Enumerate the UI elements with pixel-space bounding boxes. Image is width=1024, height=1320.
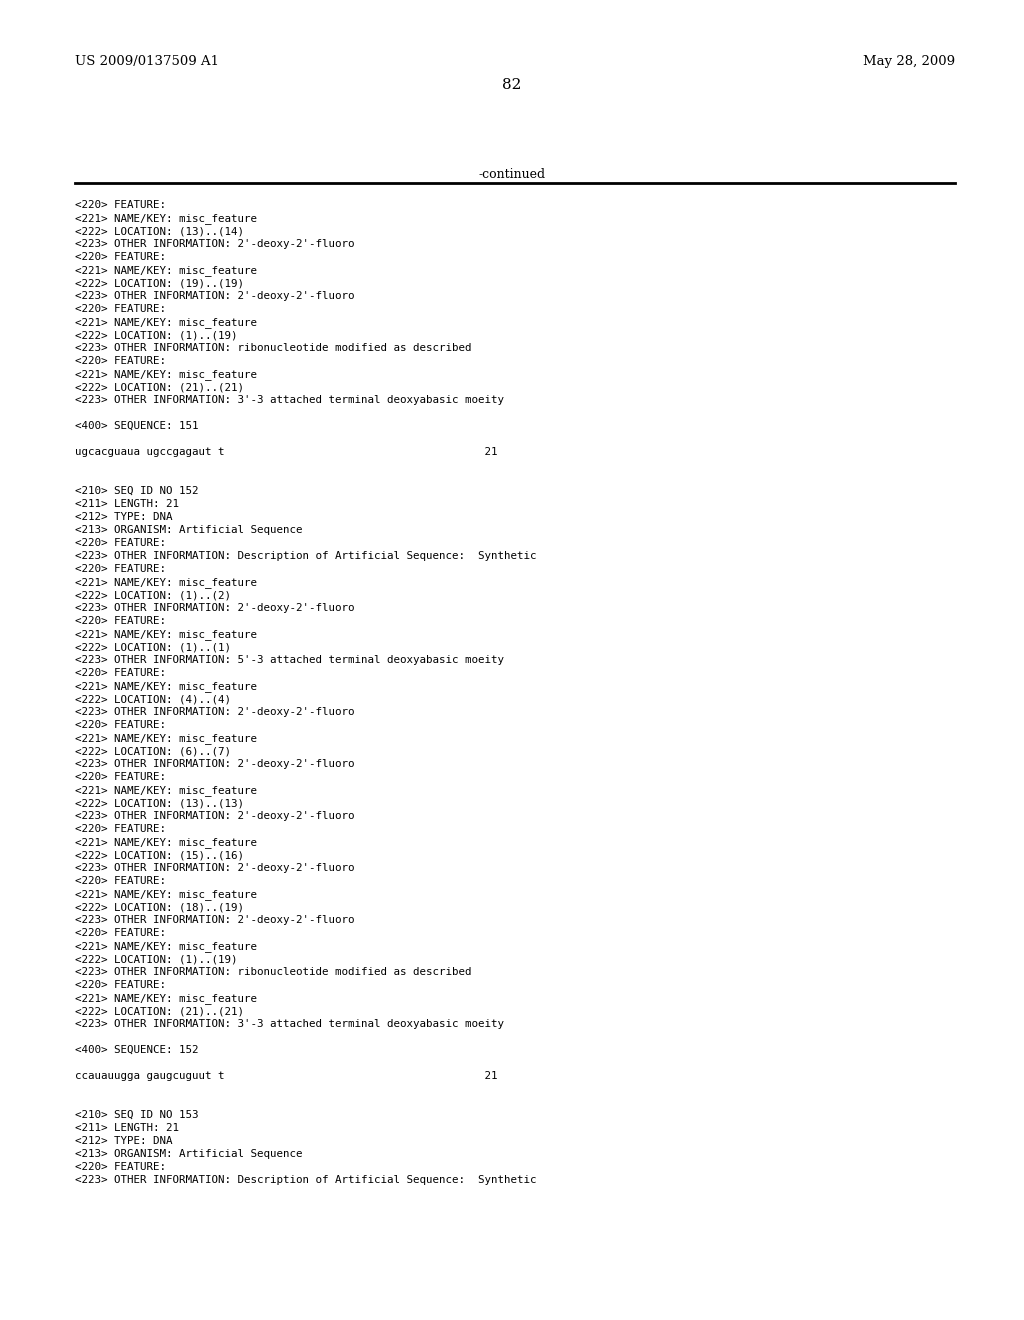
Text: <223> OTHER INFORMATION: 2'-deoxy-2'-fluoro: <223> OTHER INFORMATION: 2'-deoxy-2'-flu… (75, 603, 354, 612)
Text: <222> LOCATION: (1)..(19): <222> LOCATION: (1)..(19) (75, 954, 238, 964)
Text: <221> NAME/KEY: misc_feature: <221> NAME/KEY: misc_feature (75, 370, 257, 380)
Text: <213> ORGANISM: Artificial Sequence: <213> ORGANISM: Artificial Sequence (75, 525, 302, 535)
Text: <210> SEQ ID NO 152: <210> SEQ ID NO 152 (75, 486, 199, 496)
Text: <220> FEATURE:: <220> FEATURE: (75, 772, 166, 781)
Text: ccauauugga gaugcuguut t                                        21: ccauauugga gaugcuguut t 21 (75, 1071, 498, 1081)
Text: <220> FEATURE:: <220> FEATURE: (75, 979, 166, 990)
Text: <223> OTHER INFORMATION: ribonucleotide modified as described: <223> OTHER INFORMATION: ribonucleotide … (75, 343, 471, 352)
Text: <221> NAME/KEY: misc_feature: <221> NAME/KEY: misc_feature (75, 577, 257, 587)
Text: <210> SEQ ID NO 153: <210> SEQ ID NO 153 (75, 1110, 199, 1119)
Text: <222> LOCATION: (6)..(7): <222> LOCATION: (6)..(7) (75, 746, 231, 756)
Text: <211> LENGTH: 21: <211> LENGTH: 21 (75, 1123, 179, 1133)
Text: <222> LOCATION: (18)..(19): <222> LOCATION: (18)..(19) (75, 902, 244, 912)
Text: <220> FEATURE:: <220> FEATURE: (75, 356, 166, 366)
Text: <211> LENGTH: 21: <211> LENGTH: 21 (75, 499, 179, 510)
Text: <220> FEATURE:: <220> FEATURE: (75, 824, 166, 834)
Text: <221> NAME/KEY: misc_feature: <221> NAME/KEY: misc_feature (75, 941, 257, 952)
Text: <400> SEQUENCE: 151: <400> SEQUENCE: 151 (75, 421, 199, 432)
Text: <223> OTHER INFORMATION: ribonucleotide modified as described: <223> OTHER INFORMATION: ribonucleotide … (75, 968, 471, 977)
Text: <220> FEATURE:: <220> FEATURE: (75, 668, 166, 678)
Text: May 28, 2009: May 28, 2009 (863, 55, 955, 69)
Text: <223> OTHER INFORMATION: 2'-deoxy-2'-fluoro: <223> OTHER INFORMATION: 2'-deoxy-2'-flu… (75, 863, 354, 873)
Text: <223> OTHER INFORMATION: 2'-deoxy-2'-fluoro: <223> OTHER INFORMATION: 2'-deoxy-2'-flu… (75, 810, 354, 821)
Text: <221> NAME/KEY: misc_feature: <221> NAME/KEY: misc_feature (75, 681, 257, 692)
Text: <220> FEATURE:: <220> FEATURE: (75, 304, 166, 314)
Text: <223> OTHER INFORMATION: 3'-3 attached terminal deoxyabasic moeity: <223> OTHER INFORMATION: 3'-3 attached t… (75, 395, 504, 405)
Text: <223> OTHER INFORMATION: Description of Artificial Sequence:  Synthetic: <223> OTHER INFORMATION: Description of … (75, 1175, 537, 1185)
Text: <220> FEATURE:: <220> FEATURE: (75, 539, 166, 548)
Text: <221> NAME/KEY: misc_feature: <221> NAME/KEY: misc_feature (75, 265, 257, 276)
Text: <222> LOCATION: (1)..(19): <222> LOCATION: (1)..(19) (75, 330, 238, 341)
Text: <221> NAME/KEY: misc_feature: <221> NAME/KEY: misc_feature (75, 785, 257, 796)
Text: <223> OTHER INFORMATION: 2'-deoxy-2'-fluoro: <223> OTHER INFORMATION: 2'-deoxy-2'-flu… (75, 708, 354, 717)
Text: <400> SEQUENCE: 152: <400> SEQUENCE: 152 (75, 1045, 199, 1055)
Text: <223> OTHER INFORMATION: 5'-3 attached terminal deoxyabasic moeity: <223> OTHER INFORMATION: 5'-3 attached t… (75, 655, 504, 665)
Text: <221> NAME/KEY: misc_feature: <221> NAME/KEY: misc_feature (75, 213, 257, 224)
Text: <220> FEATURE:: <220> FEATURE: (75, 564, 166, 574)
Text: <221> NAME/KEY: misc_feature: <221> NAME/KEY: misc_feature (75, 888, 257, 900)
Text: <220> FEATURE:: <220> FEATURE: (75, 201, 166, 210)
Text: <223> OTHER INFORMATION: 2'-deoxy-2'-fluoro: <223> OTHER INFORMATION: 2'-deoxy-2'-flu… (75, 759, 354, 770)
Text: <223> OTHER INFORMATION: 2'-deoxy-2'-fluoro: <223> OTHER INFORMATION: 2'-deoxy-2'-flu… (75, 290, 354, 301)
Text: <221> NAME/KEY: misc_feature: <221> NAME/KEY: misc_feature (75, 837, 257, 847)
Text: <220> FEATURE:: <220> FEATURE: (75, 928, 166, 939)
Text: -continued: -continued (478, 168, 546, 181)
Text: <220> FEATURE:: <220> FEATURE: (75, 252, 166, 261)
Text: <220> FEATURE:: <220> FEATURE: (75, 876, 166, 886)
Text: <222> LOCATION: (21)..(21): <222> LOCATION: (21)..(21) (75, 381, 244, 392)
Text: <223> OTHER INFORMATION: 2'-deoxy-2'-fluoro: <223> OTHER INFORMATION: 2'-deoxy-2'-flu… (75, 239, 354, 249)
Text: <221> NAME/KEY: misc_feature: <221> NAME/KEY: misc_feature (75, 630, 257, 640)
Text: ugcacguaua ugccgagaut t                                        21: ugcacguaua ugccgagaut t 21 (75, 447, 498, 457)
Text: <222> LOCATION: (21)..(21): <222> LOCATION: (21)..(21) (75, 1006, 244, 1016)
Text: <212> TYPE: DNA: <212> TYPE: DNA (75, 512, 172, 521)
Text: <222> LOCATION: (15)..(16): <222> LOCATION: (15)..(16) (75, 850, 244, 861)
Text: <212> TYPE: DNA: <212> TYPE: DNA (75, 1137, 172, 1146)
Text: <222> LOCATION: (13)..(14): <222> LOCATION: (13)..(14) (75, 226, 244, 236)
Text: <220> FEATURE:: <220> FEATURE: (75, 616, 166, 626)
Text: <222> LOCATION: (13)..(13): <222> LOCATION: (13)..(13) (75, 799, 244, 808)
Text: <222> LOCATION: (1)..(2): <222> LOCATION: (1)..(2) (75, 590, 231, 601)
Text: US 2009/0137509 A1: US 2009/0137509 A1 (75, 55, 219, 69)
Text: 82: 82 (503, 78, 521, 92)
Text: <213> ORGANISM: Artificial Sequence: <213> ORGANISM: Artificial Sequence (75, 1148, 302, 1159)
Text: <220> FEATURE:: <220> FEATURE: (75, 719, 166, 730)
Text: <222> LOCATION: (19)..(19): <222> LOCATION: (19)..(19) (75, 279, 244, 288)
Text: <222> LOCATION: (1)..(1): <222> LOCATION: (1)..(1) (75, 642, 231, 652)
Text: <220> FEATURE:: <220> FEATURE: (75, 1162, 166, 1172)
Text: <223> OTHER INFORMATION: 2'-deoxy-2'-fluoro: <223> OTHER INFORMATION: 2'-deoxy-2'-flu… (75, 915, 354, 925)
Text: <221> NAME/KEY: misc_feature: <221> NAME/KEY: misc_feature (75, 733, 257, 744)
Text: <221> NAME/KEY: misc_feature: <221> NAME/KEY: misc_feature (75, 317, 257, 327)
Text: <223> OTHER INFORMATION: 3'-3 attached terminal deoxyabasic moeity: <223> OTHER INFORMATION: 3'-3 attached t… (75, 1019, 504, 1030)
Text: <222> LOCATION: (4)..(4): <222> LOCATION: (4)..(4) (75, 694, 231, 704)
Text: <223> OTHER INFORMATION: Description of Artificial Sequence:  Synthetic: <223> OTHER INFORMATION: Description of … (75, 550, 537, 561)
Text: <221> NAME/KEY: misc_feature: <221> NAME/KEY: misc_feature (75, 993, 257, 1005)
